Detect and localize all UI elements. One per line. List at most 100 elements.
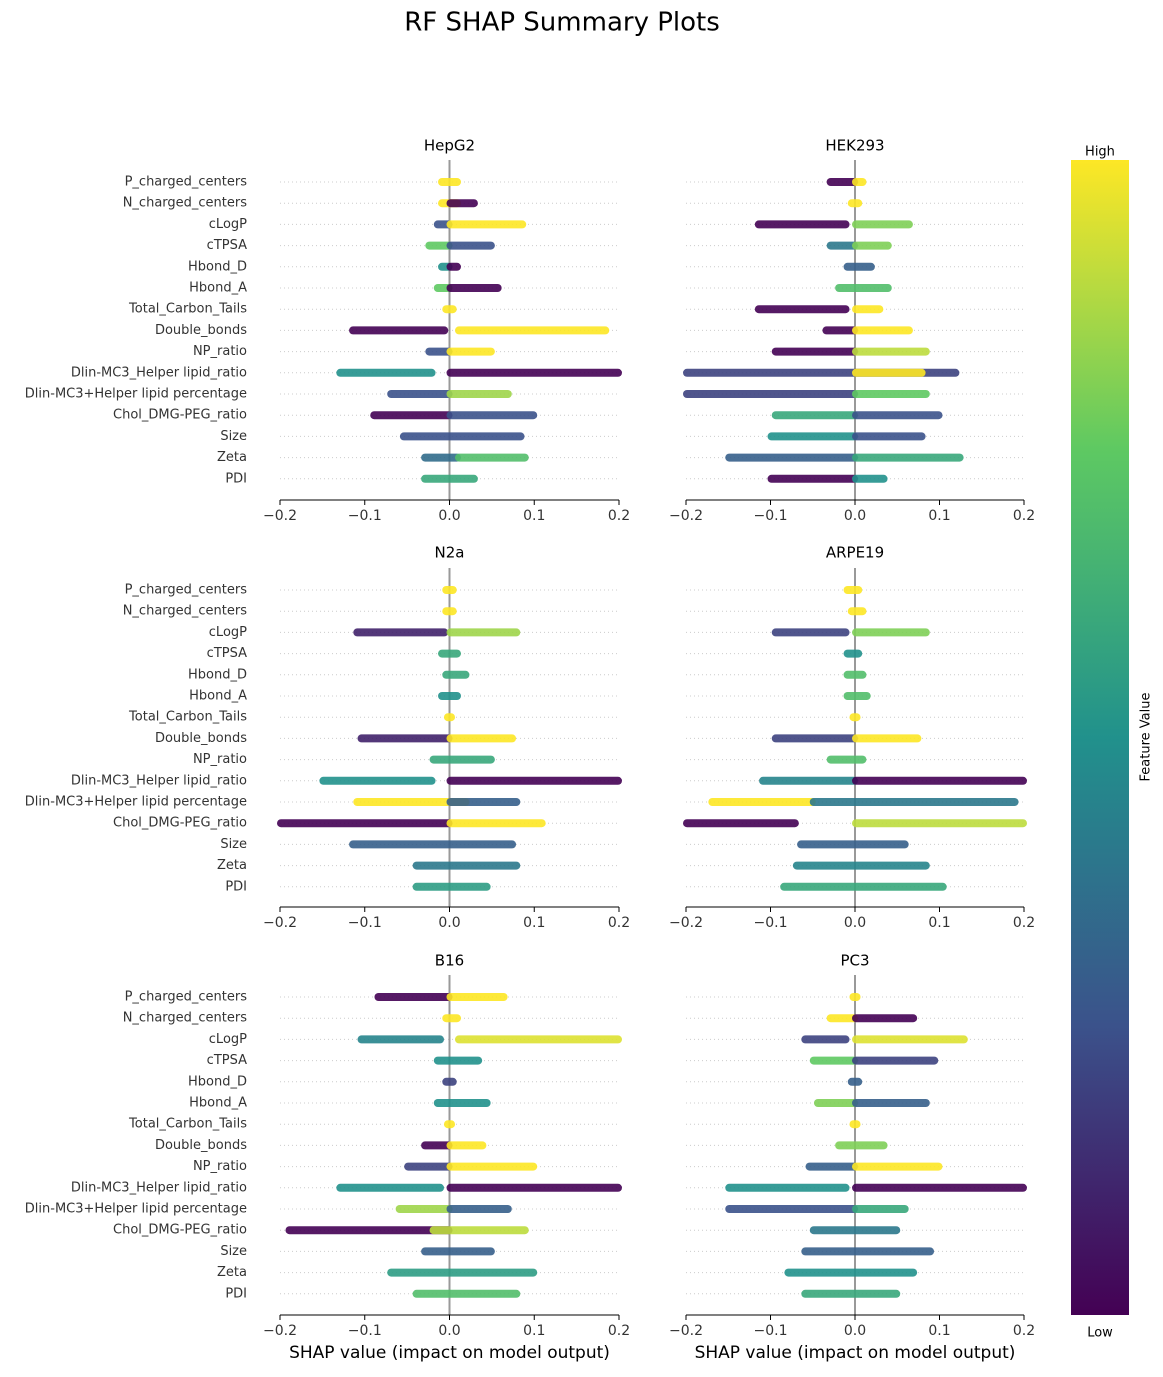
shap-band	[801, 1289, 901, 1298]
feature-label: PDI	[225, 471, 247, 486]
feature-label: Total_Carbon_Tails	[128, 710, 247, 725]
shap-band	[852, 220, 913, 229]
shap-band	[399, 432, 525, 441]
feature-label: NP_ratio	[193, 344, 247, 359]
shap-band	[843, 649, 863, 658]
shap-band	[725, 453, 858, 462]
feature-label: Size	[220, 429, 247, 444]
shap-band	[336, 368, 436, 377]
feature-label: Chol_DMG-PEG_ratio	[113, 1223, 247, 1238]
shap-band	[826, 178, 858, 186]
feature-label: Dlin-MC3+Helper lipid percentage	[25, 795, 247, 810]
shap-band	[835, 284, 892, 292]
shap-band	[759, 776, 858, 785]
shap-band	[446, 411, 538, 420]
panel-title: ARPE19	[826, 544, 884, 562]
shap-band	[813, 1099, 858, 1107]
x-tick-label: −0.1	[754, 1323, 788, 1339]
shap-band	[849, 1120, 861, 1129]
x-tick-label: −0.2	[263, 508, 297, 524]
shap-band	[809, 1056, 858, 1065]
x-axis-label: SHAP value (impact on model output)	[289, 1343, 610, 1363]
x-tick-label: 0.2	[1013, 508, 1035, 524]
feature-label: Zeta	[217, 450, 247, 465]
shap-band	[442, 1014, 461, 1023]
x-tick-label: −0.1	[754, 508, 788, 524]
feature-label: N_charged_centers	[123, 604, 248, 619]
shap-band	[826, 755, 867, 764]
shap-band	[421, 474, 478, 483]
feature-label: Size	[220, 837, 247, 852]
feature-label: Dlin-MC3+Helper lipid percentage	[25, 387, 247, 402]
shap-band	[725, 1205, 858, 1213]
feature-label: Dlin-MC3_Helper lipid_ratio	[71, 773, 247, 788]
shap-band	[771, 734, 858, 743]
shap-band	[446, 347, 495, 356]
feature-label: Zeta	[217, 858, 247, 873]
shap-band	[433, 1056, 483, 1065]
shap-band	[852, 1162, 943, 1171]
panel-title: PC3	[840, 952, 869, 970]
feature-label: Hbond_D	[188, 259, 247, 274]
shap-band	[387, 1268, 538, 1277]
main-title: RF SHAP Summary Plots	[404, 8, 720, 38]
shap-band	[847, 1077, 863, 1086]
shap-band	[852, 326, 913, 335]
shap-band	[349, 326, 449, 335]
shap-band	[843, 692, 871, 700]
shap-band	[784, 1268, 918, 1277]
x-tick-label: −0.2	[669, 915, 703, 931]
x-tick-label: −0.1	[348, 1323, 382, 1339]
shap-band	[446, 1141, 487, 1150]
shap-band	[446, 993, 508, 1001]
feature-label: P_charged_centers	[125, 990, 248, 1005]
colorbar-high: High	[1085, 145, 1115, 160]
shap-band	[446, 734, 517, 743]
shap-band	[412, 882, 491, 891]
x-tick-label: 0.2	[1013, 915, 1035, 931]
shap-band	[771, 411, 858, 420]
x-tick-label: 0.2	[1013, 1323, 1035, 1339]
feature-label: cTPSA	[207, 646, 247, 661]
shap-band	[683, 819, 799, 828]
shap-band	[852, 432, 926, 441]
x-tick-label: 0.2	[608, 1323, 630, 1339]
x-tick-label: 0.1	[523, 508, 545, 524]
feature-label: Hbond_D	[188, 1074, 247, 1089]
shap-band	[852, 390, 930, 398]
x-tick-label: 0.0	[844, 1323, 866, 1339]
feature-label: Dlin-MC3_Helper lipid_ratio	[71, 1180, 247, 1195]
shap-band	[442, 1077, 457, 1086]
shap-band	[285, 1226, 453, 1235]
shap-band	[852, 734, 922, 743]
x-tick-label: 0.0	[844, 508, 866, 524]
shap-band	[780, 882, 947, 891]
feature-label: Double_bonds	[155, 1138, 247, 1153]
shap-band	[446, 1183, 622, 1192]
x-axis-label: SHAP value (impact on model output)	[695, 1343, 1016, 1363]
shap-band	[442, 586, 457, 594]
x-tick-label: −0.2	[669, 508, 703, 524]
feature-label: N_charged_centers	[123, 196, 248, 211]
shap-band	[852, 1183, 1027, 1192]
shap-band	[767, 432, 858, 441]
shap-band	[852, 819, 1027, 828]
shap-band	[387, 390, 453, 398]
shap-band	[442, 670, 470, 679]
feature-label: Total_Carbon_Tails	[128, 1117, 247, 1132]
panel-title: B16	[435, 952, 464, 970]
feature-label: Size	[220, 1244, 247, 1259]
x-tick-label: −0.1	[348, 508, 382, 524]
shap-band	[429, 1226, 529, 1235]
shap-band	[771, 347, 858, 356]
feature-label: P_charged_centers	[125, 583, 248, 598]
shap-band	[852, 347, 930, 356]
panel-title: HepG2	[424, 137, 475, 155]
shap-band	[852, 1014, 918, 1023]
feature-label: Total_Carbon_Tails	[128, 302, 247, 317]
shap-band	[446, 241, 495, 250]
shap-band	[454, 1035, 622, 1044]
shap-band	[446, 1205, 512, 1213]
feature-label: cLogP	[209, 625, 247, 640]
shap-band	[683, 390, 858, 398]
